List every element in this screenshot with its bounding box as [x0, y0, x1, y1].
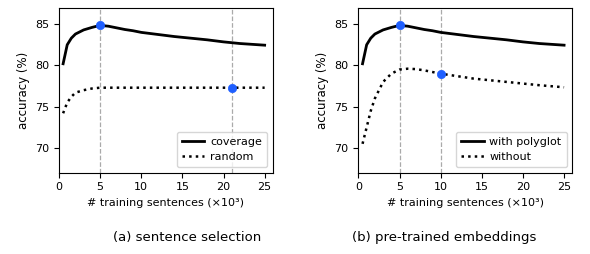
X-axis label: # training sentences (×10³): # training sentences (×10³) [387, 198, 544, 208]
Y-axis label: accuracy (%): accuracy (%) [316, 52, 329, 129]
Legend: with polyglot, without: with polyglot, without [455, 132, 567, 167]
Text: (b) pre-trained embeddings: (b) pre-trained embeddings [352, 231, 536, 244]
Legend: coverage, random: coverage, random [176, 132, 267, 167]
Text: (a) sentence selection: (a) sentence selection [113, 231, 261, 244]
X-axis label: # training sentences (×10³): # training sentences (×10³) [87, 198, 244, 208]
Y-axis label: accuracy (%): accuracy (%) [17, 52, 30, 129]
